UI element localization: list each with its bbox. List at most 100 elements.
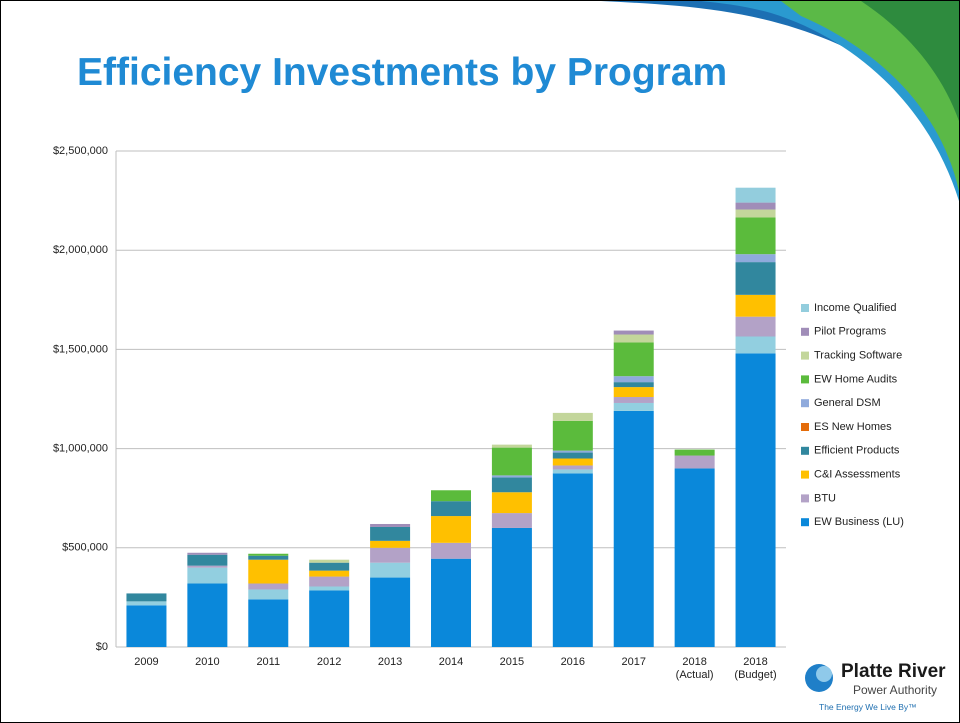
bar-segment: [248, 599, 288, 647]
legend-swatch: [801, 399, 809, 407]
bar-segment: [736, 210, 776, 218]
x-tick-label: 2009: [118, 656, 174, 669]
bar-segment: [309, 590, 349, 647]
logo-tagline: The Energy We Live By™: [819, 702, 917, 712]
x-tick-label: 2018 (Actual): [667, 656, 723, 682]
bar-segment: [553, 451, 593, 453]
logo-name: Platte River: [841, 661, 946, 683]
bar-segment: [614, 397, 654, 403]
bar-segment: [431, 490, 471, 501]
chart: $0$500,000$1,000,000$1,500,000$2,000,000…: [1, 1, 959, 722]
bar-segment: [309, 560, 349, 563]
bar-segment: [492, 513, 532, 528]
legend-label: C&I Assessments: [814, 469, 901, 481]
bar-segment: [431, 559, 471, 647]
bar-segment: [675, 450, 715, 456]
x-tick-label: 2017: [606, 656, 662, 669]
legend-label: ES New Homes: [814, 421, 892, 433]
bar-segment: [370, 578, 410, 647]
bar-segment: [736, 353, 776, 647]
legend-swatch: [801, 518, 809, 526]
bar-segment: [614, 376, 654, 382]
bar-segment: [736, 317, 776, 337]
bar-segment: [248, 554, 288, 556]
bar-segment: [187, 555, 227, 566]
bar-segment: [553, 459, 593, 466]
bar-segment: [736, 262, 776, 295]
bar-segment: [248, 556, 288, 560]
x-tick-label: 2013: [362, 656, 418, 669]
bar-segment: [187, 553, 227, 555]
bar-segment: [187, 568, 227, 584]
legend-swatch: [801, 471, 809, 479]
legend-swatch: [801, 494, 809, 502]
bar-segment: [248, 589, 288, 599]
bar-segment: [736, 337, 776, 354]
bar-segment: [309, 586, 349, 590]
bar-segment: [492, 445, 532, 448]
y-tick-label: $2,000,000: [53, 244, 108, 256]
logo-icon: [816, 666, 832, 682]
bar-segment: [553, 469, 593, 473]
bar-segment: [187, 584, 227, 647]
bar-segment: [492, 448, 532, 476]
bar-segment: [492, 492, 532, 513]
legend-swatch: [801, 328, 809, 336]
bar-segment: [614, 411, 654, 647]
bar-segment: [309, 577, 349, 587]
logo-subtitle: Power Authority: [853, 683, 937, 697]
bar-segment: [553, 413, 593, 421]
legend-label: Pilot Programs: [814, 326, 887, 338]
slide: $0$500,000$1,000,000$1,500,000$2,000,000…: [0, 0, 960, 723]
bar-segment: [492, 475, 532, 477]
legend-swatch: [801, 423, 809, 431]
x-tick-label: 2012: [301, 656, 357, 669]
y-tick-label: $500,000: [62, 542, 108, 554]
legend-label: Efficient Products: [814, 445, 900, 457]
bar-segment: [736, 254, 776, 262]
x-tick-label: 2011: [240, 656, 296, 669]
bar-segment: [614, 382, 654, 387]
bar-segment: [431, 543, 471, 559]
y-tick-label: $2,500,000: [53, 145, 108, 157]
legend-label: BTU: [814, 492, 836, 504]
bar-segment: [736, 203, 776, 210]
bar-segment: [126, 593, 166, 601]
bar-segment: [553, 453, 593, 459]
legend-swatch: [801, 375, 809, 383]
bar-segment: [309, 571, 349, 577]
y-tick-label: $0: [96, 641, 108, 653]
bar-segment: [370, 527, 410, 541]
bar-segment: [248, 584, 288, 590]
x-tick-label: 2018 (Budget): [728, 656, 784, 682]
slide-title: Efficiency Investments by Program: [77, 51, 727, 95]
bar-segment: [370, 563, 410, 578]
bar-segment: [614, 335, 654, 343]
bar-segment: [248, 560, 288, 584]
bar-segment: [736, 217, 776, 254]
bar-segment: [126, 605, 166, 647]
legend-swatch: [801, 352, 809, 360]
bar-segment: [187, 566, 227, 568]
bar-segment: [431, 501, 471, 516]
x-tick-label: 2010: [179, 656, 235, 669]
legend-label: General DSM: [814, 397, 881, 409]
bar-segment: [492, 528, 532, 647]
bar-segment: [614, 342, 654, 376]
bar-segment: [309, 563, 349, 571]
bar-segment: [675, 468, 715, 647]
bar-segment: [736, 295, 776, 317]
bar-segment: [675, 456, 715, 469]
bar-segment: [370, 524, 410, 527]
bar-segment: [614, 387, 654, 397]
legend-label: EW Home Audits: [814, 373, 898, 385]
x-tick-label: 2016: [545, 656, 601, 669]
bar-segment: [492, 477, 532, 492]
legend-label: Income Qualified: [814, 302, 897, 314]
bar-segment: [553, 473, 593, 647]
bar-segment: [553, 421, 593, 451]
bar-segment: [431, 516, 471, 543]
legend-label: Tracking Software: [814, 350, 902, 362]
legend-label: EW Business (LU): [814, 516, 904, 528]
bar-segment: [614, 331, 654, 335]
